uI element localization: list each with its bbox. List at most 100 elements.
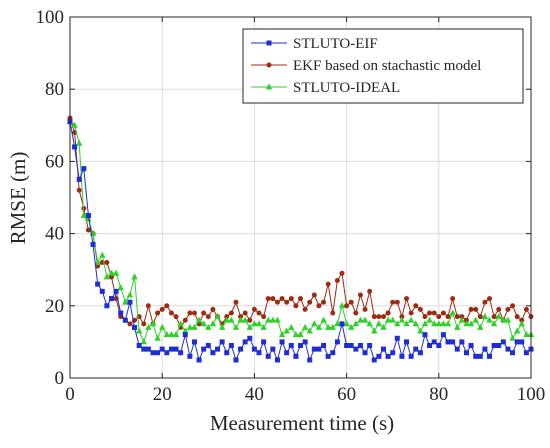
data-point-ekf-based-on-stachastic-model [376, 314, 382, 320]
data-point-stluto-eif [284, 350, 290, 356]
data-point-stluto-eif [371, 357, 377, 363]
data-point-ekf-based-on-stachastic-model [288, 296, 294, 302]
data-point-ekf-based-on-stachastic-model [422, 314, 428, 320]
data-point-ekf-based-on-stachastic-model [348, 299, 354, 305]
x-axis-label: Measurement time (s) [210, 411, 394, 435]
data-point-stluto-eif [445, 339, 451, 345]
data-point-stluto-eif [247, 335, 253, 341]
data-point-stluto-ideal [500, 316, 507, 323]
data-point-stluto-ideal [477, 323, 484, 330]
data-point-stluto-ideal [490, 320, 498, 327]
data-point-stluto-ideal [352, 320, 360, 327]
legend-entries: STLUTO-EIF EKF based on stachastic model S… [251, 36, 481, 96]
data-point-stluto-eif [85, 213, 91, 219]
x-tick-label: 100 [517, 384, 546, 405]
data-point-stluto-eif [413, 346, 419, 352]
y-tick-label: 60 [45, 151, 64, 172]
data-point-stluto-eif [224, 350, 230, 356]
data-point-ekf-based-on-stachastic-model [496, 306, 502, 312]
data-point-stluto-ideal [467, 320, 475, 327]
data-point-stluto-ideal [449, 309, 456, 316]
data-point-stluto-ideal [214, 312, 221, 320]
data-point-stluto-eif [422, 332, 428, 338]
data-point-stluto-eif [155, 350, 161, 356]
data-point-stluto-ideal [297, 331, 304, 338]
data-point-stluto-ideal [306, 327, 313, 334]
data-point-stluto-eif [168, 346, 174, 352]
series-stluto-eif [67, 119, 534, 363]
data-point-stluto-eif [178, 350, 184, 356]
data-point-ekf-based-on-stachastic-model [394, 299, 400, 305]
data-point-stluto-eif [468, 343, 474, 349]
data-point-stluto-ideal [472, 316, 479, 323]
data-point-stluto-eif [90, 241, 96, 247]
data-point-stluto-eif [196, 357, 202, 363]
data-point-stluto-ideal [112, 269, 120, 276]
data-point-stluto-ideal [205, 323, 212, 330]
data-point-stluto-eif [523, 350, 529, 356]
data-point-ekf-based-on-stachastic-model [205, 314, 211, 320]
data-point-stluto-eif [500, 339, 506, 345]
data-point-ekf-based-on-stachastic-model [390, 299, 396, 305]
data-point-ekf-based-on-stachastic-model [427, 310, 433, 316]
data-point-stluto-eif [362, 350, 368, 356]
data-point-ekf-based-on-stachastic-model [233, 299, 239, 305]
legend-item-ekf-based-on-stachastic-model: EKF based on stachastic model [251, 58, 481, 74]
data-point-ekf-based-on-stachastic-model [145, 303, 151, 309]
series-ekf-based-on-stachastic-model [67, 115, 534, 330]
data-point-stluto-eif [81, 166, 87, 172]
data-point-stluto-ideal [426, 316, 433, 323]
data-point-ekf-based-on-stachastic-model [284, 299, 290, 305]
data-point-stluto-ideal [149, 320, 157, 327]
data-point-ekf-based-on-stachastic-model [127, 321, 133, 327]
data-point-ekf-based-on-stachastic-model [141, 321, 147, 327]
data-point-ekf-based-on-stachastic-model [321, 299, 327, 305]
data-point-stluto-eif [450, 339, 456, 345]
data-point-stluto-eif [404, 339, 410, 345]
data-point-stluto-eif [390, 350, 396, 356]
data-point-stluto-eif [141, 346, 147, 352]
data-point-stluto-eif [108, 296, 114, 302]
data-point-ekf-based-on-stachastic-model [477, 314, 483, 320]
data-point-ekf-based-on-stachastic-model [155, 310, 161, 316]
data-point-stluto-eif [104, 303, 110, 309]
data-point-stluto-ideal [430, 320, 438, 327]
data-point-stluto-eif [376, 353, 382, 359]
data-point-stluto-eif [136, 343, 142, 349]
data-point-stluto-eif [191, 339, 197, 345]
legend: STLUTO-EIF EKF based on stachastic model S… [242, 28, 524, 104]
data-point-stluto-ideal [260, 323, 267, 330]
data-point-stluto-ideal [126, 291, 134, 298]
data-point-stluto-eif [463, 350, 469, 356]
data-point-ekf-based-on-stachastic-model [242, 310, 248, 316]
data-point-ekf-based-on-stachastic-model [247, 317, 253, 323]
data-point-ekf-based-on-stachastic-model [311, 292, 317, 298]
data-point-stluto-eif [265, 353, 271, 359]
data-point-stluto-eif [210, 350, 216, 356]
data-point-stluto-ideal [103, 273, 111, 280]
data-point-ekf-based-on-stachastic-model [302, 306, 308, 312]
y-tick-label: 80 [45, 79, 64, 100]
data-point-ekf-based-on-stachastic-model [450, 296, 456, 302]
data-point-stluto-ideal [334, 320, 341, 327]
data-point-stluto-ideal [177, 320, 184, 327]
data-point-stluto-eif [399, 353, 405, 359]
x-tick-label: 0 [65, 384, 75, 405]
data-point-stluto-eif [496, 343, 502, 349]
data-point-ekf-based-on-stachastic-model [367, 288, 373, 294]
data-point-stluto-eif [251, 346, 257, 352]
data-point-stluto-ideal [122, 298, 129, 305]
data-point-stluto-ideal [389, 316, 396, 323]
data-point-stluto-eif [279, 339, 285, 345]
data-point-stluto-ideal [343, 320, 350, 327]
data-point-ekf-based-on-stachastic-model [228, 310, 234, 316]
data-point-stluto-ideal [172, 331, 180, 338]
data-point-stluto-eif [487, 353, 493, 359]
data-point-stluto-eif [477, 353, 483, 359]
data-point-stluto-eif [330, 350, 336, 356]
data-point-stluto-ideal [421, 320, 429, 327]
data-point-stluto-eif [380, 346, 386, 352]
data-point-stluto-ideal [99, 251, 106, 258]
data-point-ekf-based-on-stachastic-model [251, 306, 257, 312]
data-point-ekf-based-on-stachastic-model [159, 306, 165, 312]
